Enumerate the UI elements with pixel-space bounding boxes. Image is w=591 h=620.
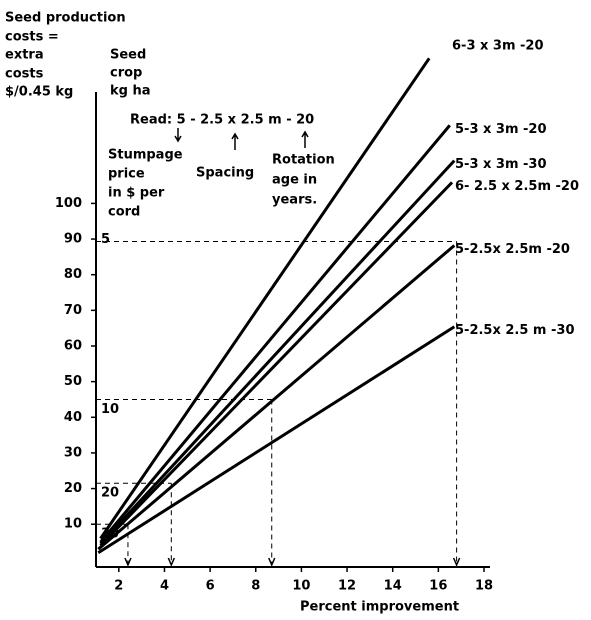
y-label: Seed production [5,11,126,26]
series-line [99,159,456,545]
x-tick-label: 14 [384,579,402,594]
note-arrows [174,128,309,150]
series-line [99,57,431,540]
x-tick-label: 8 [251,579,260,594]
y-tick-label: 80 [64,267,82,282]
y-label: extra [5,48,44,63]
y-label: costs [5,67,44,82]
y-label-2: Seed [110,48,146,63]
note-rotation: years. [272,193,317,208]
y-tick-label: 20 [64,481,82,496]
note-price: in $ per [108,186,165,201]
series-label: 6-3 x 3m -20 [452,39,544,54]
y-tick-label: 10 [64,517,82,532]
series-label: 5-2.5x 2.5 m -30 [455,323,575,338]
x-tick-label: 10 [292,579,310,594]
y-label: $/0.45 kg [5,85,73,100]
y-tick-label: 30 [64,445,82,460]
series-line [99,181,454,547]
x-tick-label: 12 [338,579,356,594]
series-line [97,244,456,551]
y-tick-label: 40 [64,410,82,425]
x-tick-label: 2 [114,579,123,594]
x-label: Percent improvement [300,600,459,615]
series-label: 5-3 x 3m -20 [455,122,547,137]
y-tick-label: 60 [64,338,82,353]
series-line [97,325,456,555]
reference-label: 5 [101,232,110,247]
series-label: 5-2.5x 2.5m -20 [455,242,570,257]
reference-arrow [167,557,176,567]
y-label: costs = [5,30,59,45]
y-tick-label: 50 [64,374,82,389]
x-tick-label: 18 [475,579,493,594]
series-label: 5-3 x 3m -30 [455,157,547,172]
note-price: Stumpage [108,148,183,163]
x-tick-label: 16 [429,579,447,594]
x-tick-label: 4 [160,579,169,594]
note-price: cord [108,205,140,220]
y-label-2: crop [110,66,142,81]
note-rotation: age in [272,173,317,188]
note-rotation: Rotation [272,153,335,168]
reference-label: 20 [101,486,119,501]
y-label-2: kg ha [110,84,151,99]
x-tick-label: 6 [206,579,215,594]
reference-arrow [268,557,276,567]
reference-arrow [452,557,461,567]
series-line [99,124,451,544]
y-tick-label: 100 [55,196,82,211]
y-tick-label: 70 [64,303,82,318]
note-price: price [108,167,145,182]
read-note: Read: 5 - 2.5 x 2.5 m - 20 [130,113,314,128]
note-spacing: Spacing [196,166,254,181]
series-label: 6- 2.5 x 2.5m -20 [455,179,579,194]
reference-label: 10 [101,402,119,417]
y-tick-label: 90 [64,232,82,247]
reference-arrow [124,557,132,567]
